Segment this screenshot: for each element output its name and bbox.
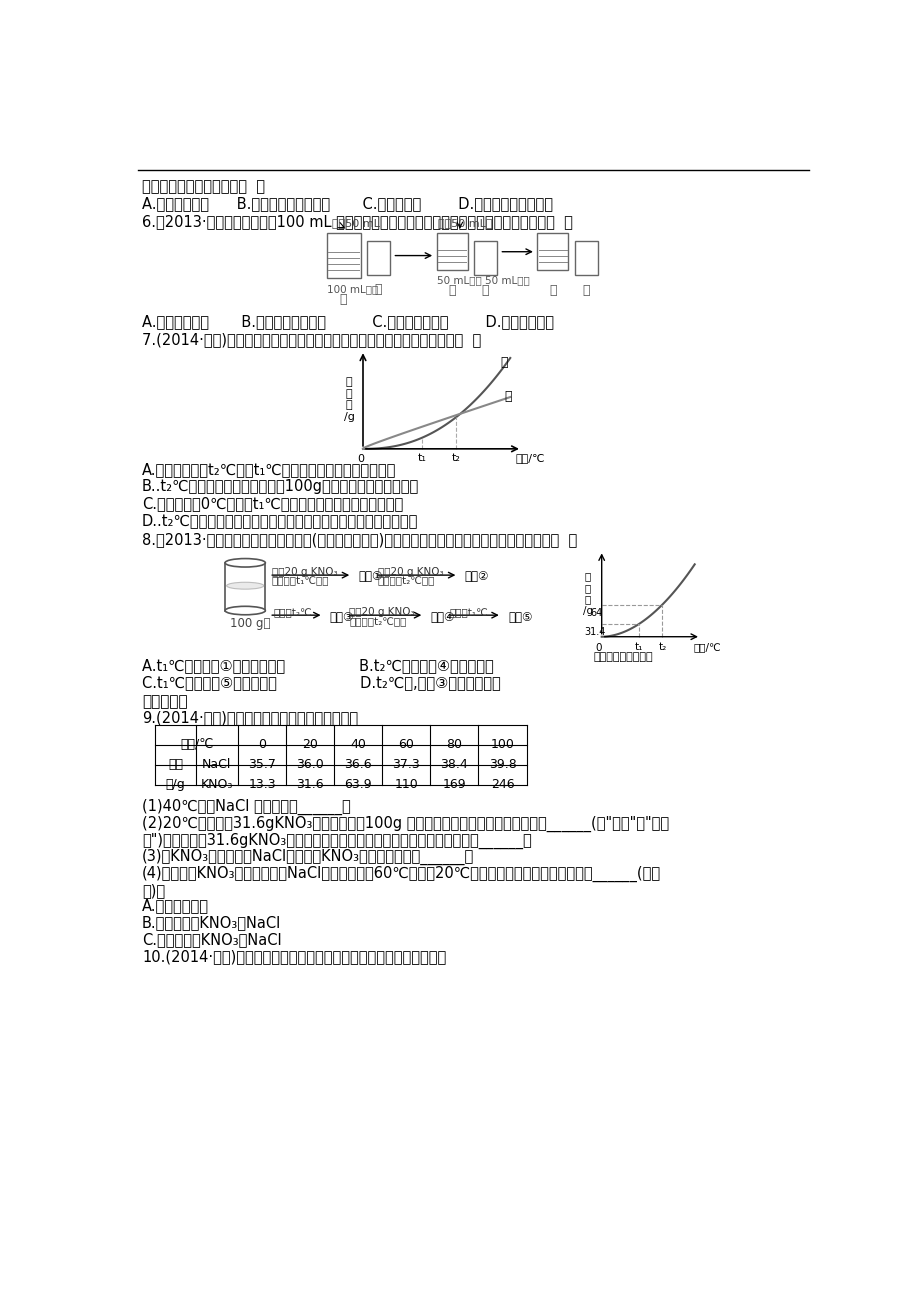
Text: (3)当KNO₃中混有少量NaCl时，提纯KNO₃所采用的方法是______。: (3)当KNO₃中混有少量NaCl时，提纯KNO₃所采用的方法是______。 bbox=[142, 849, 474, 866]
Text: (2)20℃时，称取31.6gKNO₃固体加入盛有100g 水的烧杯中，充分溶解形成的溶液是______(填"饱和"或"不饱: (2)20℃时，称取31.6gKNO₃固体加入盛有100g 水的烧杯中，充分溶解… bbox=[142, 815, 668, 832]
Bar bbox=[437, 233, 467, 271]
Text: 溶
解
度
/g: 溶 解 度 /g bbox=[343, 378, 354, 422]
Text: 保持温度t₁℃不变: 保持温度t₁℃不变 bbox=[271, 577, 329, 587]
Text: 110: 110 bbox=[394, 777, 418, 790]
Text: 乙: 乙 bbox=[481, 284, 489, 297]
Text: D..t₂℃时，蒸发溶剂可使乙的饱和溶液析出晶体后变为不饱和溶液: D..t₂℃时，蒸发溶剂可使乙的饱和溶液析出晶体后变为不饱和溶液 bbox=[142, 513, 418, 527]
Text: 温度/℃: 温度/℃ bbox=[180, 738, 213, 750]
Text: t₁: t₁ bbox=[417, 453, 426, 464]
Text: 甲: 甲 bbox=[500, 357, 507, 370]
Text: 转移50 mL: 转移50 mL bbox=[332, 217, 380, 228]
Text: 100 mL溶液: 100 mL溶液 bbox=[326, 284, 378, 294]
Text: 保持温度t₂℃不变: 保持温度t₂℃不变 bbox=[378, 577, 435, 587]
Text: 0: 0 bbox=[258, 738, 266, 750]
Text: C.当温度高于0℃而低于t₁℃时，乙的溶解度比甲的溶解度大: C.当温度高于0℃而低于t₁℃时，乙的溶解度比甲的溶解度大 bbox=[142, 496, 403, 510]
Text: 溶液⑤: 溶液⑤ bbox=[507, 611, 532, 624]
Text: 保持温度t₂℃不变: 保持温度t₂℃不变 bbox=[348, 617, 406, 626]
Text: 溶液②: 溶液② bbox=[464, 570, 489, 583]
Text: 加入50 mL水: 加入50 mL水 bbox=[437, 217, 493, 228]
Text: 甲: 甲 bbox=[339, 293, 346, 306]
Text: 7.(2014·德阳)甲、乙两种物质的溶解度曲线如图所示。下列叙述正确的是（  ）: 7.(2014·德阳)甲、乙两种物质的溶解度曲线如图所示。下列叙述正确的是（ ） bbox=[142, 332, 481, 346]
Bar bbox=[537, 233, 568, 271]
Text: KNO₃: KNO₃ bbox=[200, 777, 233, 790]
Text: 溶解: 溶解 bbox=[168, 758, 183, 771]
Text: 降温到t₁℃: 降温到t₁℃ bbox=[449, 608, 488, 618]
Text: A.都是饱和溶液: A.都是饱和溶液 bbox=[142, 898, 209, 914]
Text: 溶液①: 溶液① bbox=[358, 570, 382, 583]
Text: 6.（2013·上海）室温时，对100 mL 氯化钠饱和溶液作如下操作，最终甲、乙两烧杯中溶液（  ）: 6.（2013·上海）室温时，对100 mL 氯化钠饱和溶液作如下操作，最终甲、… bbox=[142, 214, 573, 229]
Text: 无法区分这两种溶液的是（  ）: 无法区分这两种溶液的是（ ） bbox=[142, 180, 265, 194]
Text: 乙: 乙 bbox=[505, 391, 512, 404]
Text: (4)当等质量KNO₃的饱和溶液和NaCl的饱和溶液从60℃降温到20℃时，对所得溶液的叙述正确的是______(填序: (4)当等质量KNO₃的饱和溶液和NaCl的饱和溶液从60℃降温到20℃时，对所… bbox=[142, 866, 661, 883]
Text: 38.4: 38.4 bbox=[440, 758, 468, 771]
Text: 20: 20 bbox=[302, 738, 318, 750]
Ellipse shape bbox=[226, 582, 264, 590]
Text: 加热到t₂℃: 加热到t₂℃ bbox=[273, 608, 312, 618]
Text: 甲: 甲 bbox=[549, 284, 556, 297]
Text: 100 g水: 100 g水 bbox=[230, 617, 270, 630]
Text: 0: 0 bbox=[595, 643, 601, 652]
Text: A.加一定量的水      B.加入少量硝酸钾晶体       C.略降低温度        D.室温时，蒸发少量水: A.加一定量的水 B.加入少量硝酸钾晶体 C.略降低温度 D.室温时，蒸发少量水 bbox=[142, 197, 552, 211]
Text: 40: 40 bbox=[350, 738, 366, 750]
Text: t₁: t₁ bbox=[634, 642, 642, 652]
Text: 溶液③: 溶液③ bbox=[329, 611, 354, 624]
Text: 39.8: 39.8 bbox=[488, 758, 516, 771]
Text: 加入20 g KNO₃: 加入20 g KNO₃ bbox=[271, 568, 336, 577]
Text: NaCl: NaCl bbox=[202, 758, 232, 771]
Text: 8.（2013·绍兴）通过如图所示的实验(不考虑水分蒸发)得到相应的五种溶液。下列叙述不正确的是（  ）: 8.（2013·绍兴）通过如图所示的实验(不考虑水分蒸发)得到相应的五种溶液。下… bbox=[142, 533, 577, 547]
Text: 36.0: 36.0 bbox=[296, 758, 323, 771]
Text: 加入20 g KNO₃: 加入20 g KNO₃ bbox=[378, 568, 443, 577]
Text: 36.6: 36.6 bbox=[344, 758, 372, 771]
Text: 和")溶液；称取31.6gKNO₃固体时，发现托盘天平指针偏右，接下来的操作是______。: 和")溶液；称取31.6gKNO₃固体时，发现托盘天平指针偏右，接下来的操作是_… bbox=[142, 832, 531, 849]
Text: 硝酸钾的溶解度曲线: 硝酸钾的溶解度曲线 bbox=[594, 652, 652, 663]
Text: 50 mL溶液 50 mL溶液: 50 mL溶液 50 mL溶液 bbox=[437, 275, 528, 285]
Text: 乙: 乙 bbox=[582, 284, 589, 297]
Text: t₂: t₂ bbox=[658, 642, 665, 652]
Text: A.将甲的溶液从t₂℃降到t₁℃，其溶质的质量分数一定减小: A.将甲的溶液从t₂℃降到t₁℃，其溶质的质量分数一定减小 bbox=[142, 462, 396, 477]
Text: 温度/℃: 温度/℃ bbox=[692, 642, 720, 652]
Text: C.溶液质量：KNO₃＜NaCl: C.溶液质量：KNO₃＜NaCl bbox=[142, 932, 281, 948]
Text: 35.7: 35.7 bbox=[248, 758, 276, 771]
Bar bbox=[473, 241, 496, 275]
Text: 温度/℃: 温度/℃ bbox=[516, 453, 545, 462]
Text: A.溶质质量相同       B.溶质质量分数相同          C.均为不饱和溶液        D.溶剂质量相同: A.溶质质量相同 B.溶质质量分数相同 C.均为不饱和溶液 D.溶剂质量相同 bbox=[142, 314, 553, 329]
Text: 37.3: 37.3 bbox=[392, 758, 420, 771]
Text: 度/g: 度/g bbox=[165, 777, 185, 790]
Text: 246: 246 bbox=[490, 777, 514, 790]
Text: 乙: 乙 bbox=[374, 283, 381, 296]
Text: 80: 80 bbox=[446, 738, 462, 750]
Text: 31.4: 31.4 bbox=[584, 628, 606, 637]
Bar bbox=[367, 241, 390, 275]
Text: 9.(2014·山西)根据表中的数据，回答下列问题。: 9.(2014·山西)根据表中的数据，回答下列问题。 bbox=[142, 711, 357, 725]
Text: 甲: 甲 bbox=[448, 284, 455, 297]
Text: 13.3: 13.3 bbox=[248, 777, 276, 790]
Text: 169: 169 bbox=[442, 777, 466, 790]
Text: 10.(2014·娄底)如图是甲、乙两种固体物质的溶解度曲线。据图回答：: 10.(2014·娄底)如图是甲、乙两种固体物质的溶解度曲线。据图回答： bbox=[142, 949, 446, 965]
Bar bbox=[225, 562, 265, 611]
Text: 31.6: 31.6 bbox=[296, 777, 323, 790]
Text: 溶
解
度
/g: 溶 解 度 /g bbox=[582, 572, 592, 616]
Text: 加入20 g KNO₃: 加入20 g KNO₃ bbox=[348, 608, 414, 617]
Text: 64: 64 bbox=[589, 608, 602, 618]
Text: 60: 60 bbox=[398, 738, 414, 750]
Text: 溶液④: 溶液④ bbox=[430, 611, 454, 624]
Text: 100: 100 bbox=[490, 738, 514, 750]
Text: 二、填空题: 二、填空题 bbox=[142, 694, 187, 708]
Text: 0: 0 bbox=[357, 454, 363, 465]
Bar bbox=[326, 233, 360, 277]
Text: C.t₁℃时，溶液⑤是饱和溶液                  D.t₂℃时,溶液③是不饱和溶液: C.t₁℃时，溶液⑤是饱和溶液 D.t₂℃时,溶液③是不饱和溶液 bbox=[142, 676, 500, 690]
Bar bbox=[574, 241, 597, 275]
Text: B.溶剂质量：KNO₃＞NaCl: B.溶剂质量：KNO₃＞NaCl bbox=[142, 915, 281, 931]
Text: (1)40℃时，NaCl 的溶解度是______。: (1)40℃时，NaCl 的溶解度是______。 bbox=[142, 798, 350, 815]
Text: B..t₂℃时，甲、乙的饱和溶液各100g，其溶质的质量一定相等: B..t₂℃时，甲、乙的饱和溶液各100g，其溶质的质量一定相等 bbox=[142, 479, 419, 493]
Text: 63.9: 63.9 bbox=[344, 777, 372, 790]
Text: A.t₁℃时，溶液①是不饱和溶液                B.t₂℃时，溶液④是饱和溶液: A.t₁℃时，溶液①是不饱和溶液 B.t₂℃时，溶液④是饱和溶液 bbox=[142, 659, 494, 673]
Ellipse shape bbox=[225, 559, 265, 568]
Text: 号)。: 号)。 bbox=[142, 883, 165, 898]
Text: t₂: t₂ bbox=[451, 453, 460, 464]
Ellipse shape bbox=[225, 607, 265, 615]
